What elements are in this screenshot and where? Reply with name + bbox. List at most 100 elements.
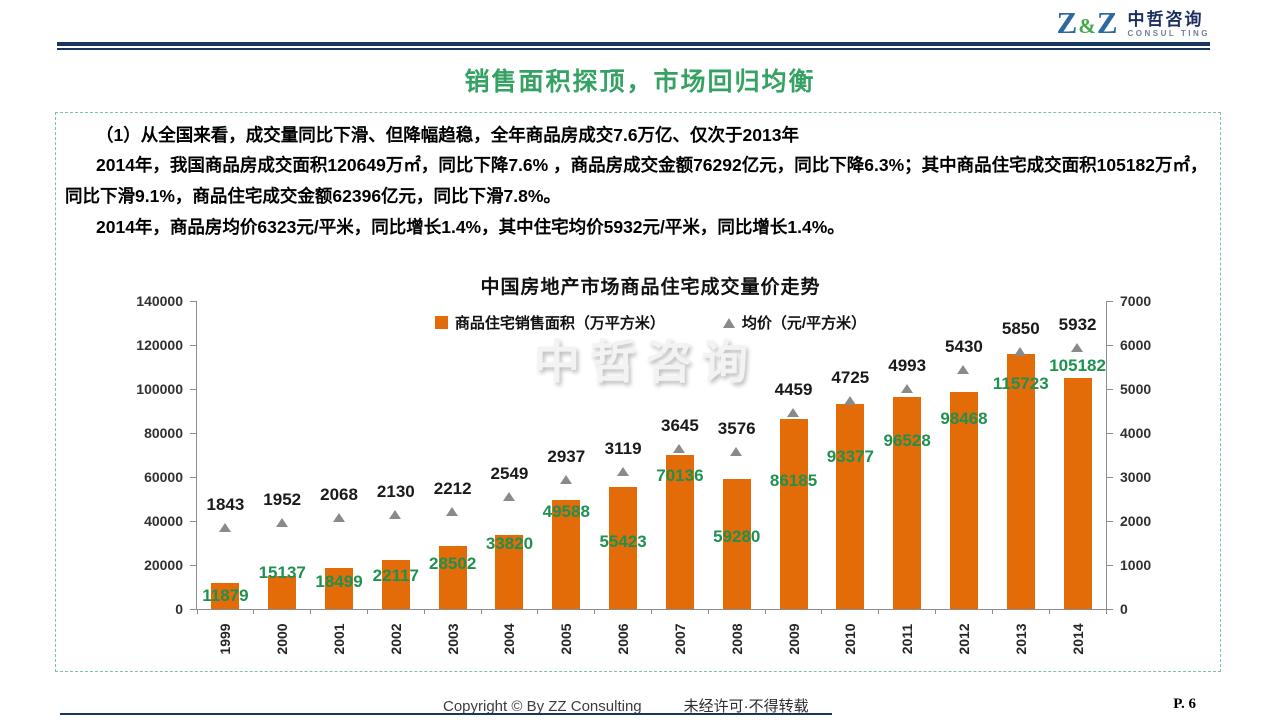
- footer-notice: 未经许可·不得转载: [683, 698, 809, 715]
- bar: [438, 546, 467, 609]
- avg-marker-icon: [787, 407, 800, 417]
- x-axis-tick: [707, 609, 709, 614]
- avg-marker-icon: [730, 446, 743, 456]
- x-axis-tick-label: 2007: [671, 623, 688, 655]
- left-axis-tick: [190, 564, 197, 566]
- bar: [1063, 377, 1092, 609]
- avg-value-label: 2937: [547, 446, 586, 466]
- x-axis-tick: [991, 609, 993, 614]
- x-axis-tick-label: 2014: [1069, 623, 1086, 655]
- left-axis-tick: [190, 520, 197, 522]
- bar-series-swatch-icon: [434, 316, 448, 329]
- left-axis-tick-label: 40000: [144, 513, 183, 529]
- plot-area: 11879 15137 18499 22117 28502 33820 49588 55423…: [136, 293, 1151, 655]
- logo-zz-mark: Z&Z: [1057, 6, 1118, 43]
- triangle-series-swatch-icon: [722, 317, 735, 328]
- avg-value-label: 3576: [717, 418, 756, 438]
- bar: [836, 403, 865, 609]
- bar: [949, 392, 978, 609]
- header-divider: [57, 42, 1210, 50]
- avg-marker-icon: [502, 491, 515, 501]
- content-paragraph-1: 2014年，我国商品房成交面积120649万㎡，同比下降7.6% ，商品房成交金…: [65, 155, 1208, 206]
- right-axis-tick: [1106, 520, 1113, 522]
- page-title: 销售面积探顶，市场回归均衡: [464, 69, 816, 96]
- avg-marker-icon: [957, 365, 970, 375]
- right-axis-tick-label: 1000: [1120, 557, 1152, 573]
- x-axis-tick: [1105, 609, 1107, 614]
- avg-value-label: 3645: [660, 415, 699, 435]
- x-axis-tick: [764, 609, 766, 614]
- avg-value-label: 4993: [888, 356, 927, 376]
- avg-marker-icon: [1071, 342, 1084, 352]
- avg-value-label: 5430: [945, 337, 983, 357]
- bar-value-label: 33820: [485, 533, 534, 553]
- right-axis-tick: [1106, 564, 1113, 566]
- header-divider-thick-line: [57, 42, 1210, 46]
- logo-letter: Z: [1056, 5, 1078, 40]
- x-axis-tick-label: 2006: [615, 623, 632, 655]
- x-axis-tick-label: 2001: [331, 623, 348, 655]
- x-axis-tick-label: 2009: [785, 623, 802, 655]
- left-axis-tick: [190, 432, 197, 434]
- left-axis-tick-label: 0: [175, 601, 183, 617]
- left-axis-tick-label: 100000: [136, 381, 183, 397]
- avg-marker-icon: [218, 522, 231, 532]
- logo-letter: Z: [1096, 5, 1118, 40]
- bar-value-label: 98468: [940, 409, 988, 429]
- avg-value-label: 2212: [433, 478, 472, 498]
- bar-value-label: 22117: [372, 566, 420, 586]
- x-axis-tick-label: 2003: [444, 623, 461, 655]
- logo-company-name-en: CONSUL TING: [1127, 29, 1210, 38]
- logo-names: 中哲咨询 CONSUL TING: [1128, 6, 1210, 39]
- right-axis-tick-label: 3000: [1120, 469, 1152, 485]
- legend-label: 均价（元/平方米）: [741, 315, 867, 332]
- x-axis-tick: [253, 609, 255, 614]
- right-axis-tick: [1106, 300, 1113, 302]
- right-axis-tick: [1106, 432, 1113, 434]
- right-axis-tick: [1106, 344, 1113, 346]
- legend-label: 商品住宅销售面积（万平方米）: [454, 315, 665, 332]
- avg-marker-icon: [673, 443, 686, 453]
- bar-value-label: 49588: [542, 501, 590, 521]
- copyright-text: Copyright © By ZZ Consulting: [443, 698, 642, 715]
- right-axis-tick-label: 2000: [1120, 513, 1152, 529]
- x-axis-tick: [935, 609, 937, 614]
- bar-value-label: 18499: [315, 572, 363, 592]
- right-axis-tick-label: 4000: [1120, 425, 1152, 441]
- avg-value-label: 1952: [263, 490, 302, 510]
- avg-value-label: 2130: [376, 482, 415, 502]
- left-axis-tick-label: 60000: [144, 469, 183, 485]
- logo-ampersand: &: [1078, 14, 1096, 38]
- x-axis-tick: [594, 609, 596, 614]
- x-axis-tick: [821, 609, 823, 614]
- avg-marker-icon: [275, 518, 288, 528]
- bar: [1006, 354, 1035, 609]
- logo-company-name-cn: 中哲咨询: [1127, 10, 1204, 29]
- x-axis-tick-label: 2002: [387, 623, 404, 655]
- left-axis-tick: [190, 344, 197, 346]
- bar: [552, 499, 581, 609]
- bar-value-label: 11879: [202, 585, 249, 605]
- x-axis-tick-label: 2000: [274, 623, 291, 655]
- x-axis-tick-label: 1999: [217, 623, 234, 655]
- avg-value-label: 3119: [604, 438, 642, 458]
- bar: [325, 568, 354, 609]
- header-divider-thin-line: [57, 48, 1210, 50]
- left-axis-tick: [190, 300, 197, 302]
- bar: [211, 582, 240, 609]
- avg-marker-icon: [616, 466, 629, 476]
- avg-value-label: 2549: [490, 463, 529, 483]
- bar: [665, 454, 694, 609]
- chart-title: 中国房地产市场商品住宅成交量价走势: [480, 277, 821, 298]
- avg-value-label: 5932: [1058, 314, 1097, 334]
- left-axis-tick: [190, 388, 197, 390]
- x-axis-tick-label: 2005: [558, 623, 575, 655]
- avg-marker-icon: [559, 474, 572, 484]
- x-axis-tick-label: 2011: [899, 623, 916, 655]
- bar: [609, 487, 638, 609]
- right-axis-tick-label: 5000: [1120, 381, 1152, 397]
- left-axis-tick-label: 80000: [144, 425, 183, 441]
- left-axis-tick-label: 20000: [144, 557, 183, 573]
- avg-marker-icon: [900, 384, 913, 394]
